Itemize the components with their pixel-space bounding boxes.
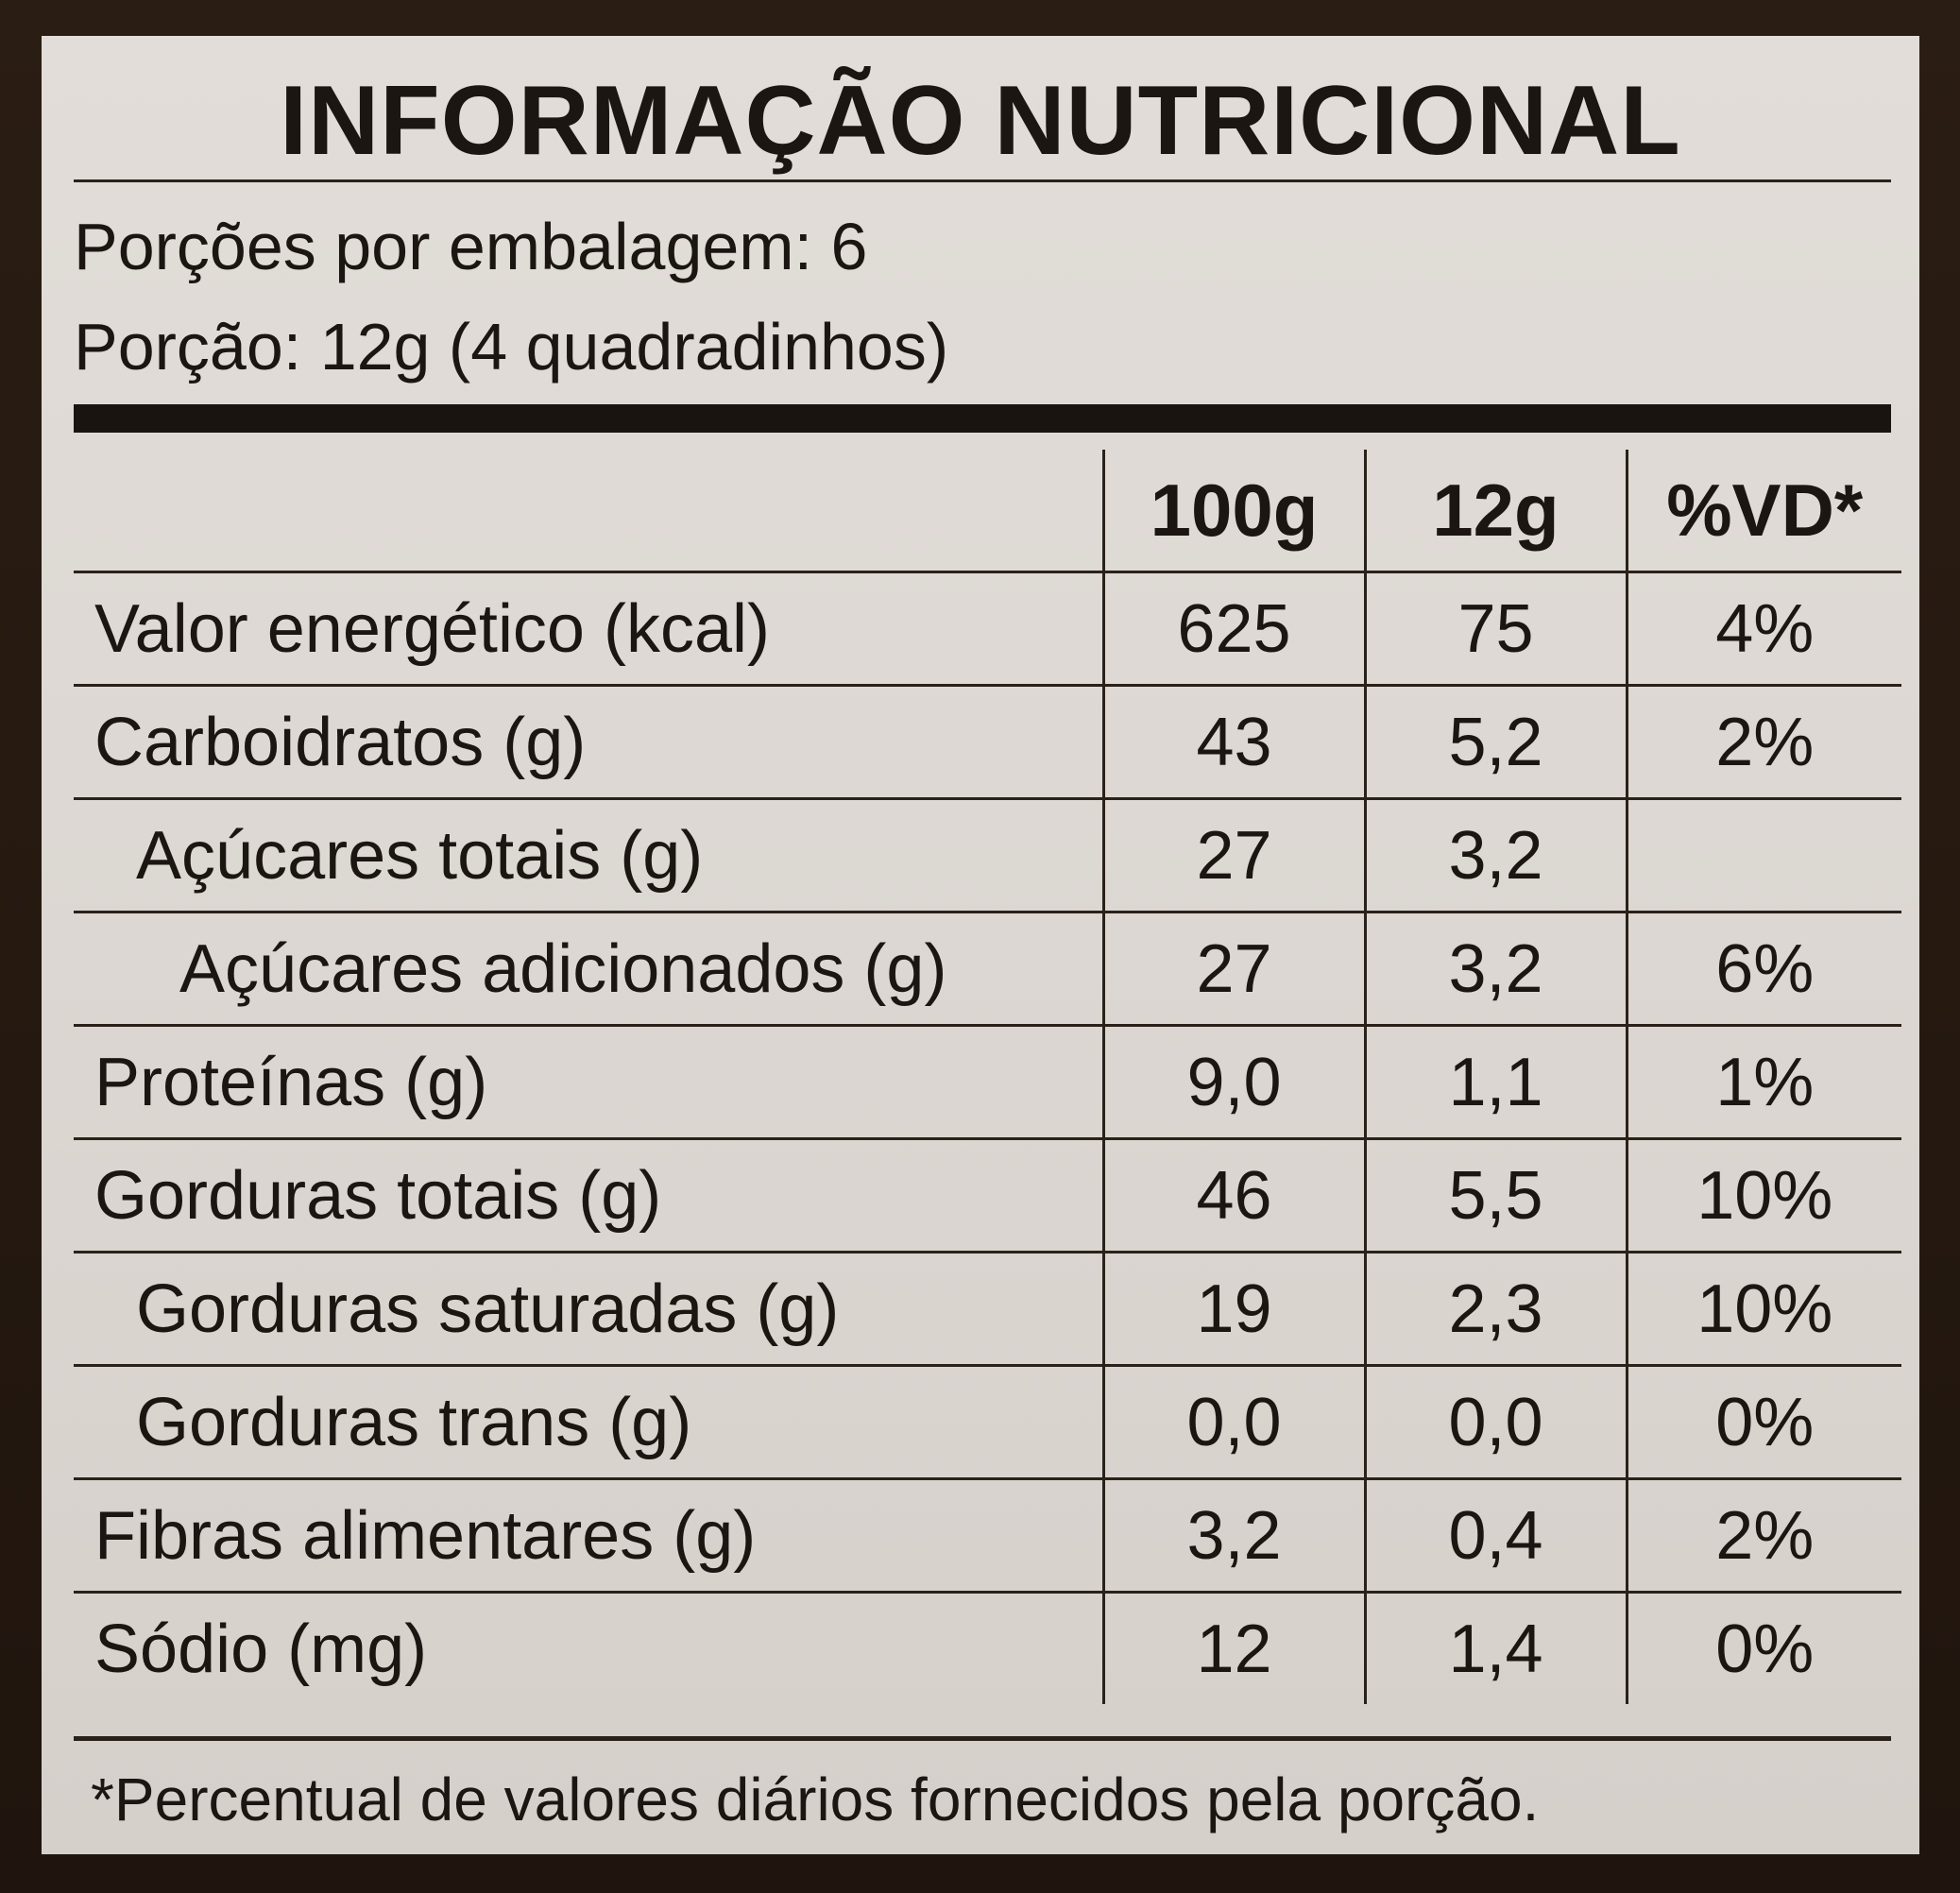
table-body: Valor energético (kcal) 625 75 4% Carboidrat… xyxy=(74,571,1901,1704)
daily-value-percent: 2% xyxy=(1625,1478,1901,1594)
table-row: Carboidratos (g) 43 5,2 2% xyxy=(74,685,1901,800)
daily-value-percent xyxy=(1625,798,1901,913)
value-per-100g: 46 xyxy=(1101,1138,1365,1253)
nutrient-name: Gorduras saturadas (g) xyxy=(74,1252,1103,1367)
label-title: INFORMAÇÃO NUTRICIONAL xyxy=(280,66,1681,176)
nutrient-name: Fibras alimentares (g) xyxy=(74,1478,1103,1594)
value-per-100g: 27 xyxy=(1101,798,1365,913)
serving-size: Porção: 12g (4 quadradinhos) xyxy=(74,310,949,384)
value-per-100g: 19 xyxy=(1101,1252,1365,1367)
value-per-serving: 3,2 xyxy=(1363,912,1627,1027)
table-row: Gorduras totais (g) 46 5,5 10% xyxy=(74,1138,1901,1253)
daily-value-percent: 1% xyxy=(1625,1025,1901,1140)
nutrition-table: 100g 12g %VD* Valor energético (kcal) 625… xyxy=(74,450,1901,1704)
daily-value-percent: 10% xyxy=(1625,1252,1901,1367)
header-thick-divider xyxy=(74,404,1891,433)
value-per-100g: 43 xyxy=(1101,685,1365,800)
header-per-100g: 100g xyxy=(1101,450,1365,573)
footnote: *Percentual de valores diários fornecido… xyxy=(91,1765,1540,1833)
value-per-100g: 27 xyxy=(1101,912,1365,1027)
nutrient-name: Proteínas (g) xyxy=(74,1025,1103,1140)
value-per-100g: 3,2 xyxy=(1101,1478,1365,1594)
nutrient-name: Açúcares adicionados (g) xyxy=(74,912,1103,1027)
nutrient-name: Gorduras totais (g) xyxy=(74,1138,1103,1253)
value-per-serving: 3,2 xyxy=(1363,798,1627,913)
value-per-serving: 0,4 xyxy=(1363,1478,1627,1594)
nutrient-name: Gorduras trans (g) xyxy=(74,1365,1103,1480)
table-row: Açúcares adicionados (g) 27 3,2 6% xyxy=(74,912,1901,1027)
table-row: Valor energético (kcal) 625 75 4% xyxy=(74,571,1901,687)
nutrient-name: Valor energético (kcal) xyxy=(74,571,1103,687)
daily-value-percent: 10% xyxy=(1625,1138,1901,1253)
table-row: Gorduras saturadas (g) 19 2,3 10% xyxy=(74,1252,1901,1367)
value-per-100g: 0,0 xyxy=(1101,1365,1365,1480)
daily-value-percent: 4% xyxy=(1625,571,1901,687)
value-per-serving: 5,5 xyxy=(1363,1138,1627,1253)
value-per-serving: 1,1 xyxy=(1363,1025,1627,1140)
daily-value-percent: 2% xyxy=(1625,685,1901,800)
value-per-serving: 5,2 xyxy=(1363,685,1627,800)
table-row: Sódio (mg) 12 1,4 0% xyxy=(74,1592,1901,1704)
value-per-serving: 1,4 xyxy=(1363,1592,1627,1704)
value-per-100g: 9,0 xyxy=(1101,1025,1365,1140)
daily-value-percent: 0% xyxy=(1625,1592,1901,1704)
value-per-serving: 2,3 xyxy=(1363,1252,1627,1367)
table-header-row: 100g 12g %VD* xyxy=(74,450,1901,573)
table-row: Proteínas (g) 9,0 1,1 1% xyxy=(74,1025,1901,1140)
header-daily-value: %VD* xyxy=(1625,450,1901,573)
daily-value-percent: 6% xyxy=(1625,912,1901,1027)
nutrient-name: Carboidratos (g) xyxy=(74,685,1103,800)
daily-value-percent: 0% xyxy=(1625,1365,1901,1480)
nutrition-label: INFORMAÇÃO NUTRICIONAL Porções por embal… xyxy=(42,36,1919,1854)
servings-per-package: Porções por embalagem: 6 xyxy=(74,210,868,283)
nutrient-name: Açúcares totais (g) xyxy=(74,798,1103,913)
value-per-serving: 0,0 xyxy=(1363,1365,1627,1480)
header-per-serving: 12g xyxy=(1363,450,1627,573)
title-divider xyxy=(74,179,1891,182)
table-row: Fibras alimentares (g) 3,2 0,4 2% xyxy=(74,1478,1901,1594)
header-nutrient-column xyxy=(74,450,1103,573)
table-row: Gorduras trans (g) 0,0 0,0 0% xyxy=(74,1365,1901,1480)
footer-divider xyxy=(74,1736,1891,1741)
nutrient-name: Sódio (mg) xyxy=(94,1611,428,1687)
value-per-100g: 625 xyxy=(1101,571,1365,687)
value-per-serving: 75 xyxy=(1363,571,1627,687)
value-per-100g: 12 xyxy=(1101,1592,1365,1704)
table-row: Açúcares totais (g) 27 3,2 xyxy=(74,798,1901,913)
